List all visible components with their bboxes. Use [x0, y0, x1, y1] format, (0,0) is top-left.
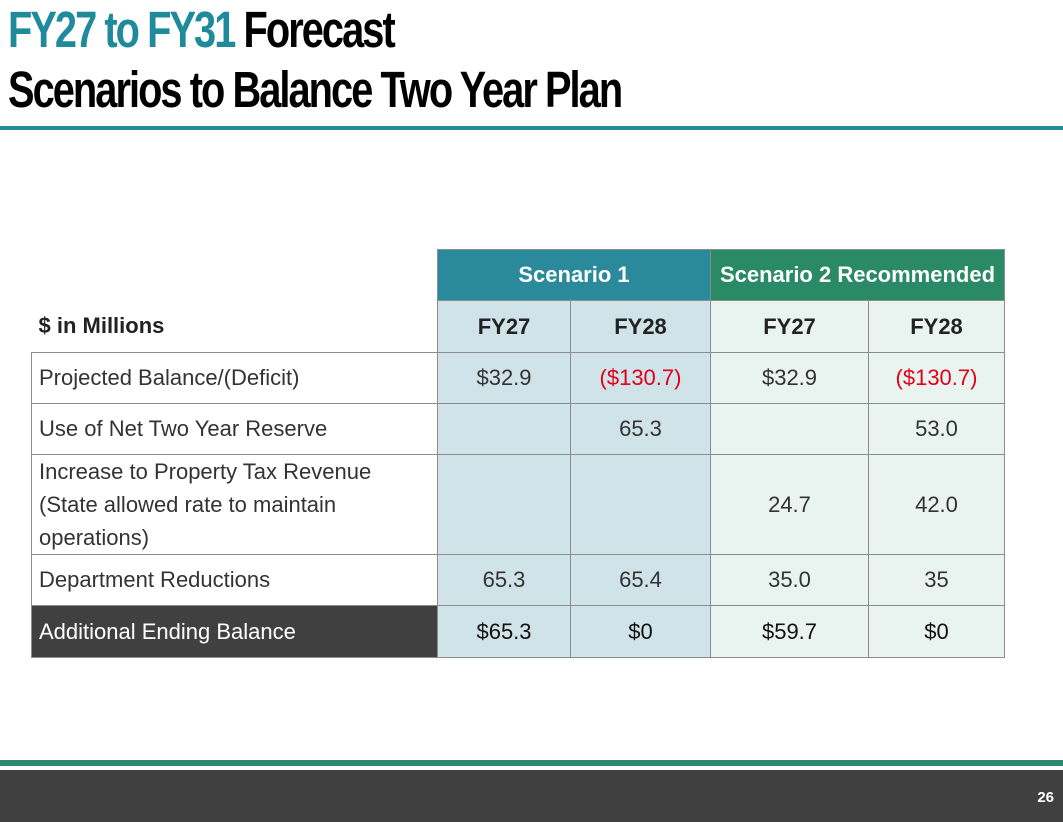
row-label: Use of Net Two Year Reserve: [31, 403, 438, 455]
scenario-2-header: Scenario 2 Recommended: [710, 249, 1005, 301]
forecast-table: Scenario 1 Scenario 2 Recommended $ in M…: [31, 249, 1005, 658]
row-label-line-2: (State allowed rate to maintain operatio…: [39, 492, 337, 550]
cell-value-negative: ($130.7): [868, 352, 1005, 404]
s2-fy28-header: FY28: [868, 300, 1005, 353]
units-label: $ in Millions: [31, 300, 438, 353]
cell-value: 24.7: [710, 454, 869, 555]
table-row: Projected Balance/(Deficit) $32.9 ($130.…: [31, 352, 1005, 404]
title-divider: [0, 126, 1063, 130]
row-label-line-1: Increase to Property Tax Revenue: [39, 459, 372, 484]
cell-value: 35: [868, 554, 1005, 606]
table-row: Increase to Property Tax Revenue (State …: [31, 454, 1005, 555]
cell-value: 42.0: [868, 454, 1005, 555]
cell-value: 65.3: [570, 403, 711, 455]
page-number: 26: [1037, 789, 1054, 806]
cell-value: 53.0: [868, 403, 1005, 455]
cell-value: [570, 454, 711, 555]
s1-fy28-header: FY28: [570, 300, 711, 353]
scenario-1-header: Scenario 1: [437, 249, 711, 301]
scenario-header-row: Scenario 1 Scenario 2 Recommended: [31, 249, 1005, 301]
cell-value: $0: [868, 605, 1005, 658]
cell-value: 65.3: [437, 554, 571, 606]
cell-value: 65.4: [570, 554, 711, 606]
row-label: Projected Balance/(Deficit): [31, 352, 438, 404]
footer-bar: 26: [0, 770, 1063, 822]
header-blank-cell: [31, 249, 438, 301]
row-label: Increase to Property Tax Revenue (State …: [31, 454, 438, 555]
cell-value: $32.9: [437, 352, 571, 404]
cell-value: $32.9: [710, 352, 869, 404]
s2-fy27-header: FY27: [710, 300, 869, 353]
row-label: Department Reductions: [31, 554, 438, 606]
cell-value: $0: [570, 605, 711, 658]
footer-divider: [0, 760, 1063, 766]
title-accent: FY27 to FY31: [8, 1, 236, 58]
year-header-row: $ in Millions FY27 FY28 FY27 FY28: [31, 300, 1005, 353]
table-row: Use of Net Two Year Reserve 65.3 53.0: [31, 403, 1005, 455]
cell-value: [437, 454, 571, 555]
cell-value: [710, 403, 869, 455]
s1-fy27-header: FY27: [437, 300, 571, 353]
cell-value: $59.7: [710, 605, 869, 658]
cell-value: 35.0: [710, 554, 869, 606]
cell-value: $65.3: [437, 605, 571, 658]
cell-value-negative: ($130.7): [570, 352, 711, 404]
row-label: Additional Ending Balance: [31, 605, 438, 658]
cell-value: [437, 403, 571, 455]
table-row: Department Reductions 65.3 65.4 35.0 35: [31, 554, 1005, 606]
total-row: Additional Ending Balance $65.3 $0 $59.7…: [31, 605, 1005, 658]
slide-title: FY27 to FY31 Forecast Scenarios to Balan…: [8, 0, 623, 120]
title-line-2: Scenarios to Balance Two Year Plan: [8, 61, 623, 118]
title-line-1: FY27 to FY31 Forecast: [8, 0, 621, 60]
title-forecast: Forecast: [243, 1, 396, 58]
